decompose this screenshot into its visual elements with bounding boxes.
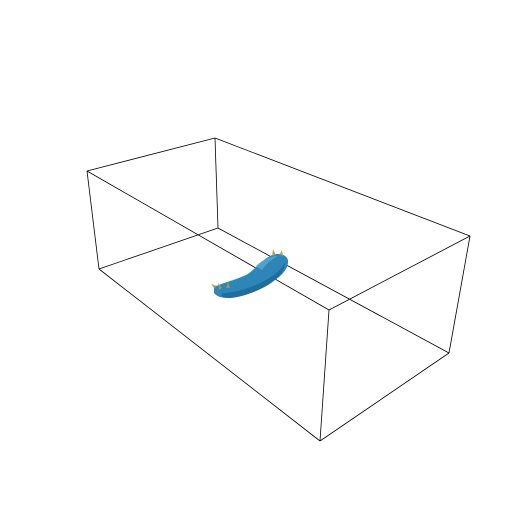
blob-body — [214, 253, 289, 298]
blob-highlight — [256, 256, 278, 270]
surface-object — [211, 249, 289, 298]
vertical-edge-back — [214, 137, 219, 229]
vertical-edge-left — [86, 170, 100, 270]
bottom-edge-front — [319, 352, 450, 442]
blob-tip-1 — [218, 283, 222, 290]
top-edge-left — [86, 170, 330, 311]
blob-shadow — [221, 262, 286, 298]
top-edge-back — [86, 137, 216, 172]
bottom-edge-right — [217, 227, 450, 354]
blob-tip-4 — [279, 250, 283, 256]
top-edge-front — [328, 235, 471, 311]
bounding-box — [86, 137, 471, 442]
blob-tip-2 — [226, 282, 230, 288]
bottom-edge-back — [98, 227, 219, 270]
vertical-edge-front — [319, 309, 330, 442]
blob-tip-0 — [211, 284, 217, 288]
top-edge-right — [214, 137, 471, 237]
blob-tip-3 — [272, 249, 276, 256]
bottom-edge-left — [98, 268, 321, 442]
vertical-edge-right — [448, 235, 471, 354]
